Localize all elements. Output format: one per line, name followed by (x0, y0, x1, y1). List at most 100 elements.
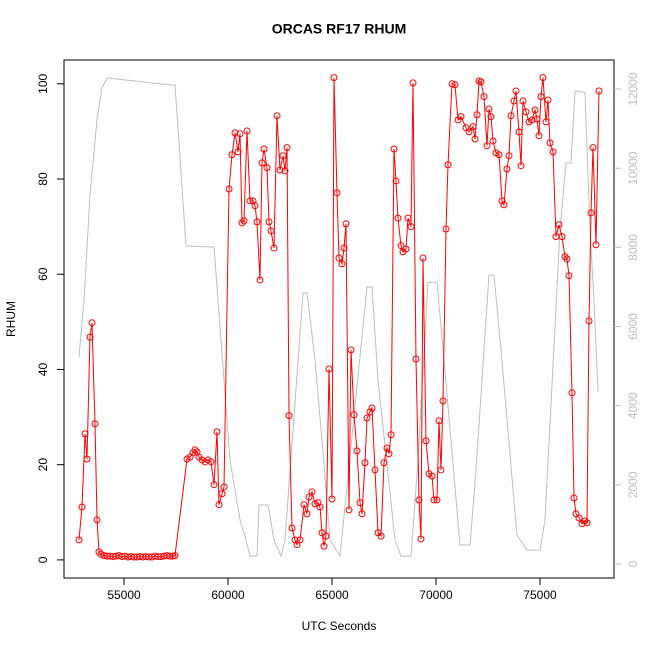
point (342, 220, 350, 228)
point (340, 244, 348, 252)
point (308, 488, 316, 496)
point (75, 536, 83, 544)
point (583, 519, 591, 527)
point (356, 499, 364, 507)
y-tick-label: 0 (36, 556, 50, 563)
point (91, 420, 99, 428)
point (333, 189, 341, 197)
y-tick-label: 60 (36, 267, 50, 281)
point (415, 496, 423, 504)
point (469, 123, 477, 131)
point (539, 74, 547, 82)
point (387, 431, 395, 439)
point (88, 319, 96, 327)
y-tick-label: 40 (36, 362, 50, 376)
point (253, 218, 261, 226)
y-tick-label: 20 (36, 458, 50, 472)
point (361, 459, 369, 467)
point (215, 501, 223, 509)
point (279, 152, 287, 160)
x-tick-label: 60000 (211, 588, 245, 602)
point (371, 466, 379, 474)
point (407, 223, 415, 231)
point (322, 532, 330, 540)
point (276, 166, 284, 174)
point (500, 201, 508, 209)
point (428, 472, 436, 480)
point (288, 524, 296, 532)
point (256, 276, 264, 284)
point (83, 455, 91, 463)
point (228, 151, 236, 159)
point (265, 218, 273, 226)
point (243, 127, 251, 135)
point (477, 78, 485, 86)
point (320, 542, 328, 550)
point (345, 506, 353, 514)
x-tick-label: 70000 (419, 588, 453, 602)
point (234, 148, 242, 156)
point (495, 151, 503, 159)
series-line (78, 77, 600, 558)
point (270, 244, 278, 252)
point (512, 87, 520, 95)
point (587, 209, 595, 217)
point (380, 459, 388, 467)
point (515, 128, 523, 136)
y2-tick-label: 2000 (626, 471, 640, 498)
point (238, 219, 246, 227)
point (86, 333, 94, 341)
y2-tick-label: 10000 (626, 151, 640, 185)
point (347, 346, 355, 354)
point (171, 552, 179, 560)
point (595, 87, 603, 95)
series-line (78, 77, 599, 558)
point (480, 93, 488, 101)
point (533, 115, 541, 123)
point (510, 97, 518, 105)
point (563, 255, 571, 263)
point (305, 493, 313, 501)
point (303, 510, 311, 518)
point (397, 242, 405, 250)
point (565, 272, 573, 280)
point (283, 144, 291, 152)
point (191, 446, 199, 454)
point (213, 428, 221, 436)
point (368, 404, 376, 412)
y-tick-label: 100 (36, 73, 50, 93)
point (296, 536, 304, 544)
point (330, 74, 338, 82)
point (392, 177, 400, 185)
point (575, 514, 583, 522)
point (350, 411, 358, 419)
point (338, 260, 346, 268)
point (419, 254, 427, 262)
point (246, 197, 254, 205)
point (537, 93, 545, 101)
point (433, 496, 441, 504)
point (377, 532, 385, 540)
y-tick-label: 80 (36, 172, 50, 186)
point (166, 552, 174, 560)
point (435, 417, 443, 425)
point (570, 494, 578, 502)
point (260, 145, 268, 153)
point (385, 450, 393, 458)
point (581, 517, 589, 525)
chart-title: ORCAS RF17 RHUM (272, 21, 407, 37)
point (285, 412, 293, 420)
point (81, 430, 89, 438)
point (531, 106, 539, 114)
point (522, 108, 530, 116)
point (568, 389, 576, 397)
point (585, 317, 593, 325)
point (231, 129, 239, 137)
y-axis-label: RHUM (4, 301, 18, 337)
point (328, 495, 336, 503)
point (546, 139, 554, 147)
point (528, 116, 536, 124)
point (483, 142, 491, 150)
